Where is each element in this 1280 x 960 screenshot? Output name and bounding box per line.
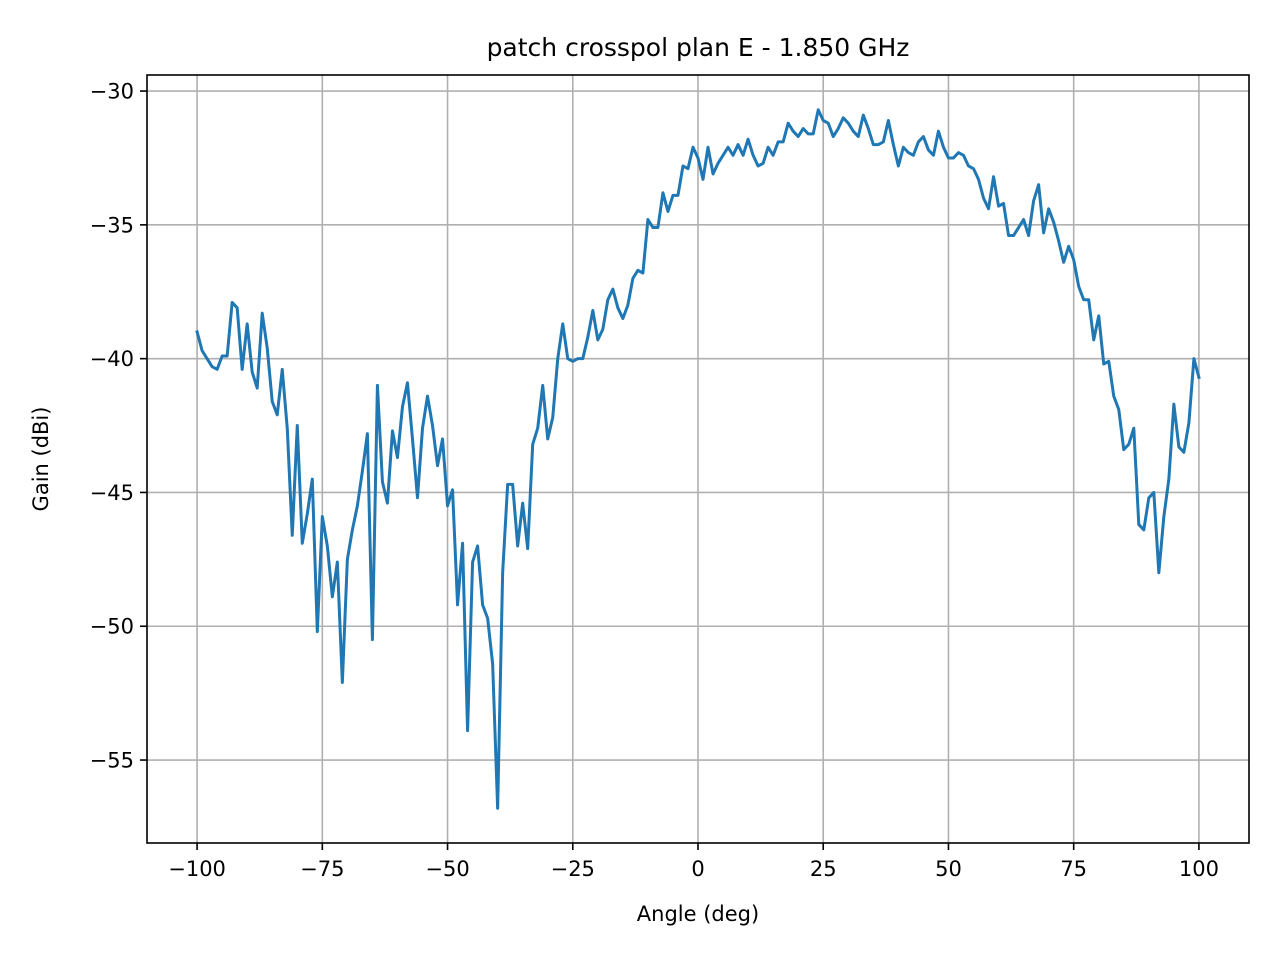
x-tick-label: 100 <box>1179 857 1219 881</box>
y-tick-label: −30 <box>90 80 134 104</box>
y-tick-label: −40 <box>90 347 134 371</box>
x-tick-label: −25 <box>551 857 595 881</box>
y-axis-label: Gain (dBi) <box>29 407 53 512</box>
x-axis-label: Angle (deg) <box>637 902 759 926</box>
x-tick-label: −100 <box>168 857 226 881</box>
x-tick-label: −75 <box>300 857 344 881</box>
chart-title: patch crosspol plan E - 1.850 GHz <box>487 33 910 62</box>
x-tick-label: 50 <box>935 857 962 881</box>
x-tick-label: 25 <box>810 857 837 881</box>
y-tick-label: −45 <box>90 481 134 505</box>
x-tick-label: 0 <box>691 857 704 881</box>
y-tick-label: −55 <box>90 749 134 773</box>
x-tick-label: 75 <box>1060 857 1087 881</box>
y-tick-label: −35 <box>90 213 134 237</box>
y-grid <box>147 90 1249 761</box>
series-line <box>195 108 1201 810</box>
x-grid <box>196 75 1200 843</box>
y-tick-label: −50 <box>90 615 134 639</box>
series-layer <box>195 108 1201 810</box>
x-axis-ticks: −100 −75 −50 −25 0 25 50 75 100 <box>168 843 1219 881</box>
y-axis-ticks: −30 −35 −40 −45 −50 −55 <box>90 80 147 773</box>
x-tick-label: −50 <box>425 857 469 881</box>
